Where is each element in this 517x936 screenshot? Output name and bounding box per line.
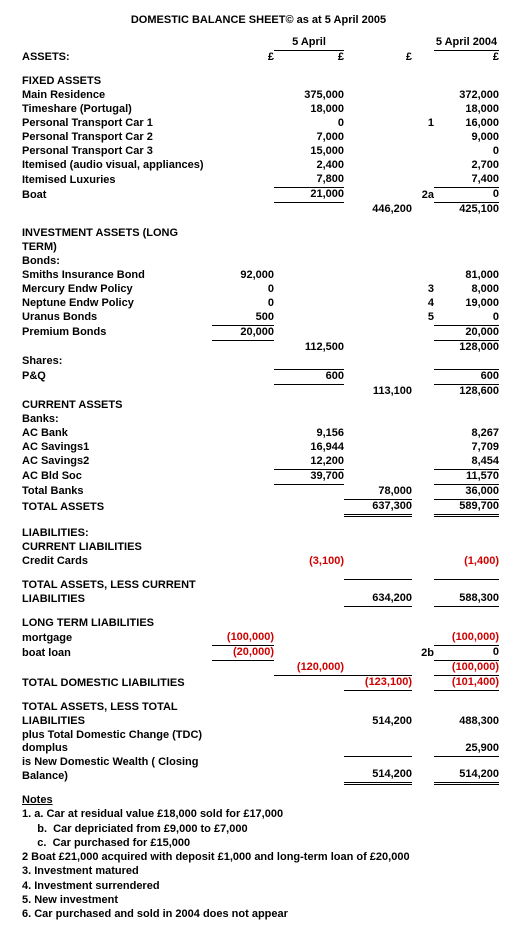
row-luxuries: Itemised Luxuries7,8007,400: [22, 173, 499, 188]
note-2: 2 Boat £21,000 acquired with deposit £1,…: [22, 850, 495, 864]
row-fixed-subtotal: 446,200425,100: [22, 203, 499, 218]
row-shares-subtotal: 113,100128,600: [22, 384, 499, 399]
notes-section: Notes 1. a. Car at residual value £18,00…: [22, 793, 495, 922]
row-plus: plus Total Domestic Change (TDC) domplus…: [22, 729, 499, 757]
hdr-date1: 5 April: [274, 36, 344, 51]
row-car2: Personal Transport Car 27,0009,000: [22, 131, 499, 145]
row-talcl: TOTAL ASSETS, LESS CURRENT LIABILITIES63…: [22, 579, 499, 607]
row-pq: P&Q600600: [22, 369, 499, 384]
row-boatloan: boat loan(20,000)2b0: [22, 646, 499, 661]
note-5: 5. New investment: [22, 893, 495, 907]
note-1a: 1. a. Car at residual value £18,000 sold…: [22, 807, 495, 821]
row-premium: Premium Bonds20,00020,000: [22, 325, 499, 340]
row-smiths: Smiths Insurance Bond92,00081,000: [22, 269, 499, 283]
row-acbs: AC Bld Soc39,70011,570: [22, 469, 499, 484]
shares-hdr: Shares:: [22, 355, 212, 370]
hdr-date2: 5 April 2004: [434, 36, 499, 51]
invest-hdr: INVESTMENT ASSETS (LONG TERM): [22, 227, 212, 255]
note-1b: b. Car depriciated from £9,000 to £7,000: [22, 822, 495, 836]
row-neptune: Neptune Endw Policy0419,000: [22, 297, 499, 311]
row-car3: Personal Transport Car 315,0000: [22, 145, 499, 159]
row-acs2: AC Savings212,2008,454: [22, 455, 499, 470]
row-creditcards: Credit Cards(3,100)(1,400): [22, 555, 499, 569]
banks-hdr: Banks:: [22, 413, 212, 427]
note-1c: c. Car purchased for £15,000: [22, 836, 495, 850]
note-6: 6. Car purchased and sold in 2004 does n…: [22, 907, 495, 921]
row-total-assets: TOTAL ASSETS637,300589,700: [22, 499, 499, 515]
row-acs1: AC Savings116,9447,709: [22, 441, 499, 455]
page-title: DOMESTIC BALANCE SHEET© as at 5 April 20…: [22, 14, 495, 26]
row-boat: Boat21,0002a0: [22, 188, 499, 203]
row-ltl-subtotal: (120,000)(100,000): [22, 661, 499, 676]
note-3: 3. Investment matured: [22, 864, 495, 878]
bonds-hdr: Bonds:: [22, 255, 212, 269]
row-itemised: Itemised (audio visual, appliances)2,400…: [22, 159, 499, 173]
row-isnew: is New Domestic Wealth ( Closing Balance…: [22, 756, 499, 784]
current-hdr: CURRENT ASSETS: [22, 399, 212, 413]
header-row-1: 5 April 5 April 2004: [22, 36, 499, 51]
note-4: 4. Investment surrendered: [22, 879, 495, 893]
row-tdl: TOTAL DOMESTIC LIABILITIES(123,100)(101,…: [22, 676, 499, 691]
row-main-residence: Main Residence375,000372,000: [22, 89, 499, 103]
row-mortgage: mortgage(100,000)(100,000): [22, 631, 499, 646]
row-car1: Personal Transport Car 10116,000: [22, 117, 499, 131]
header-row-2: ASSETS: £ £ £ £: [22, 51, 499, 66]
notes-heading: Notes: [22, 793, 495, 807]
assets-label: ASSETS:: [22, 51, 212, 66]
row-acbank: AC Bank9,1568,267: [22, 427, 499, 441]
curliab-hdr: CURRENT LIABILITIES: [22, 541, 212, 555]
row-mercury: Mercury Endw Policy038,000: [22, 283, 499, 297]
row-total-banks: Total Banks78,00036,000: [22, 484, 499, 499]
fixed-assets-hdr: FIXED ASSETS: [22, 75, 212, 89]
balance-sheet-table: 5 April 5 April 2004 ASSETS: £ £ £ £ FIX…: [22, 36, 499, 785]
ltl-hdr: LONG TERM LIABILITIES: [22, 617, 212, 631]
row-bonds-subtotal: 112,500128,000: [22, 340, 499, 355]
row-timeshare: Timeshare (Portugal)18,00018,000: [22, 103, 499, 117]
row-taltl: TOTAL ASSETS, LESS TOTAL LIABILITIES514,…: [22, 701, 499, 729]
liabilities-hdr: LIABILITIES:: [22, 527, 212, 541]
row-uranus: Uranus Bonds50050: [22, 311, 499, 326]
